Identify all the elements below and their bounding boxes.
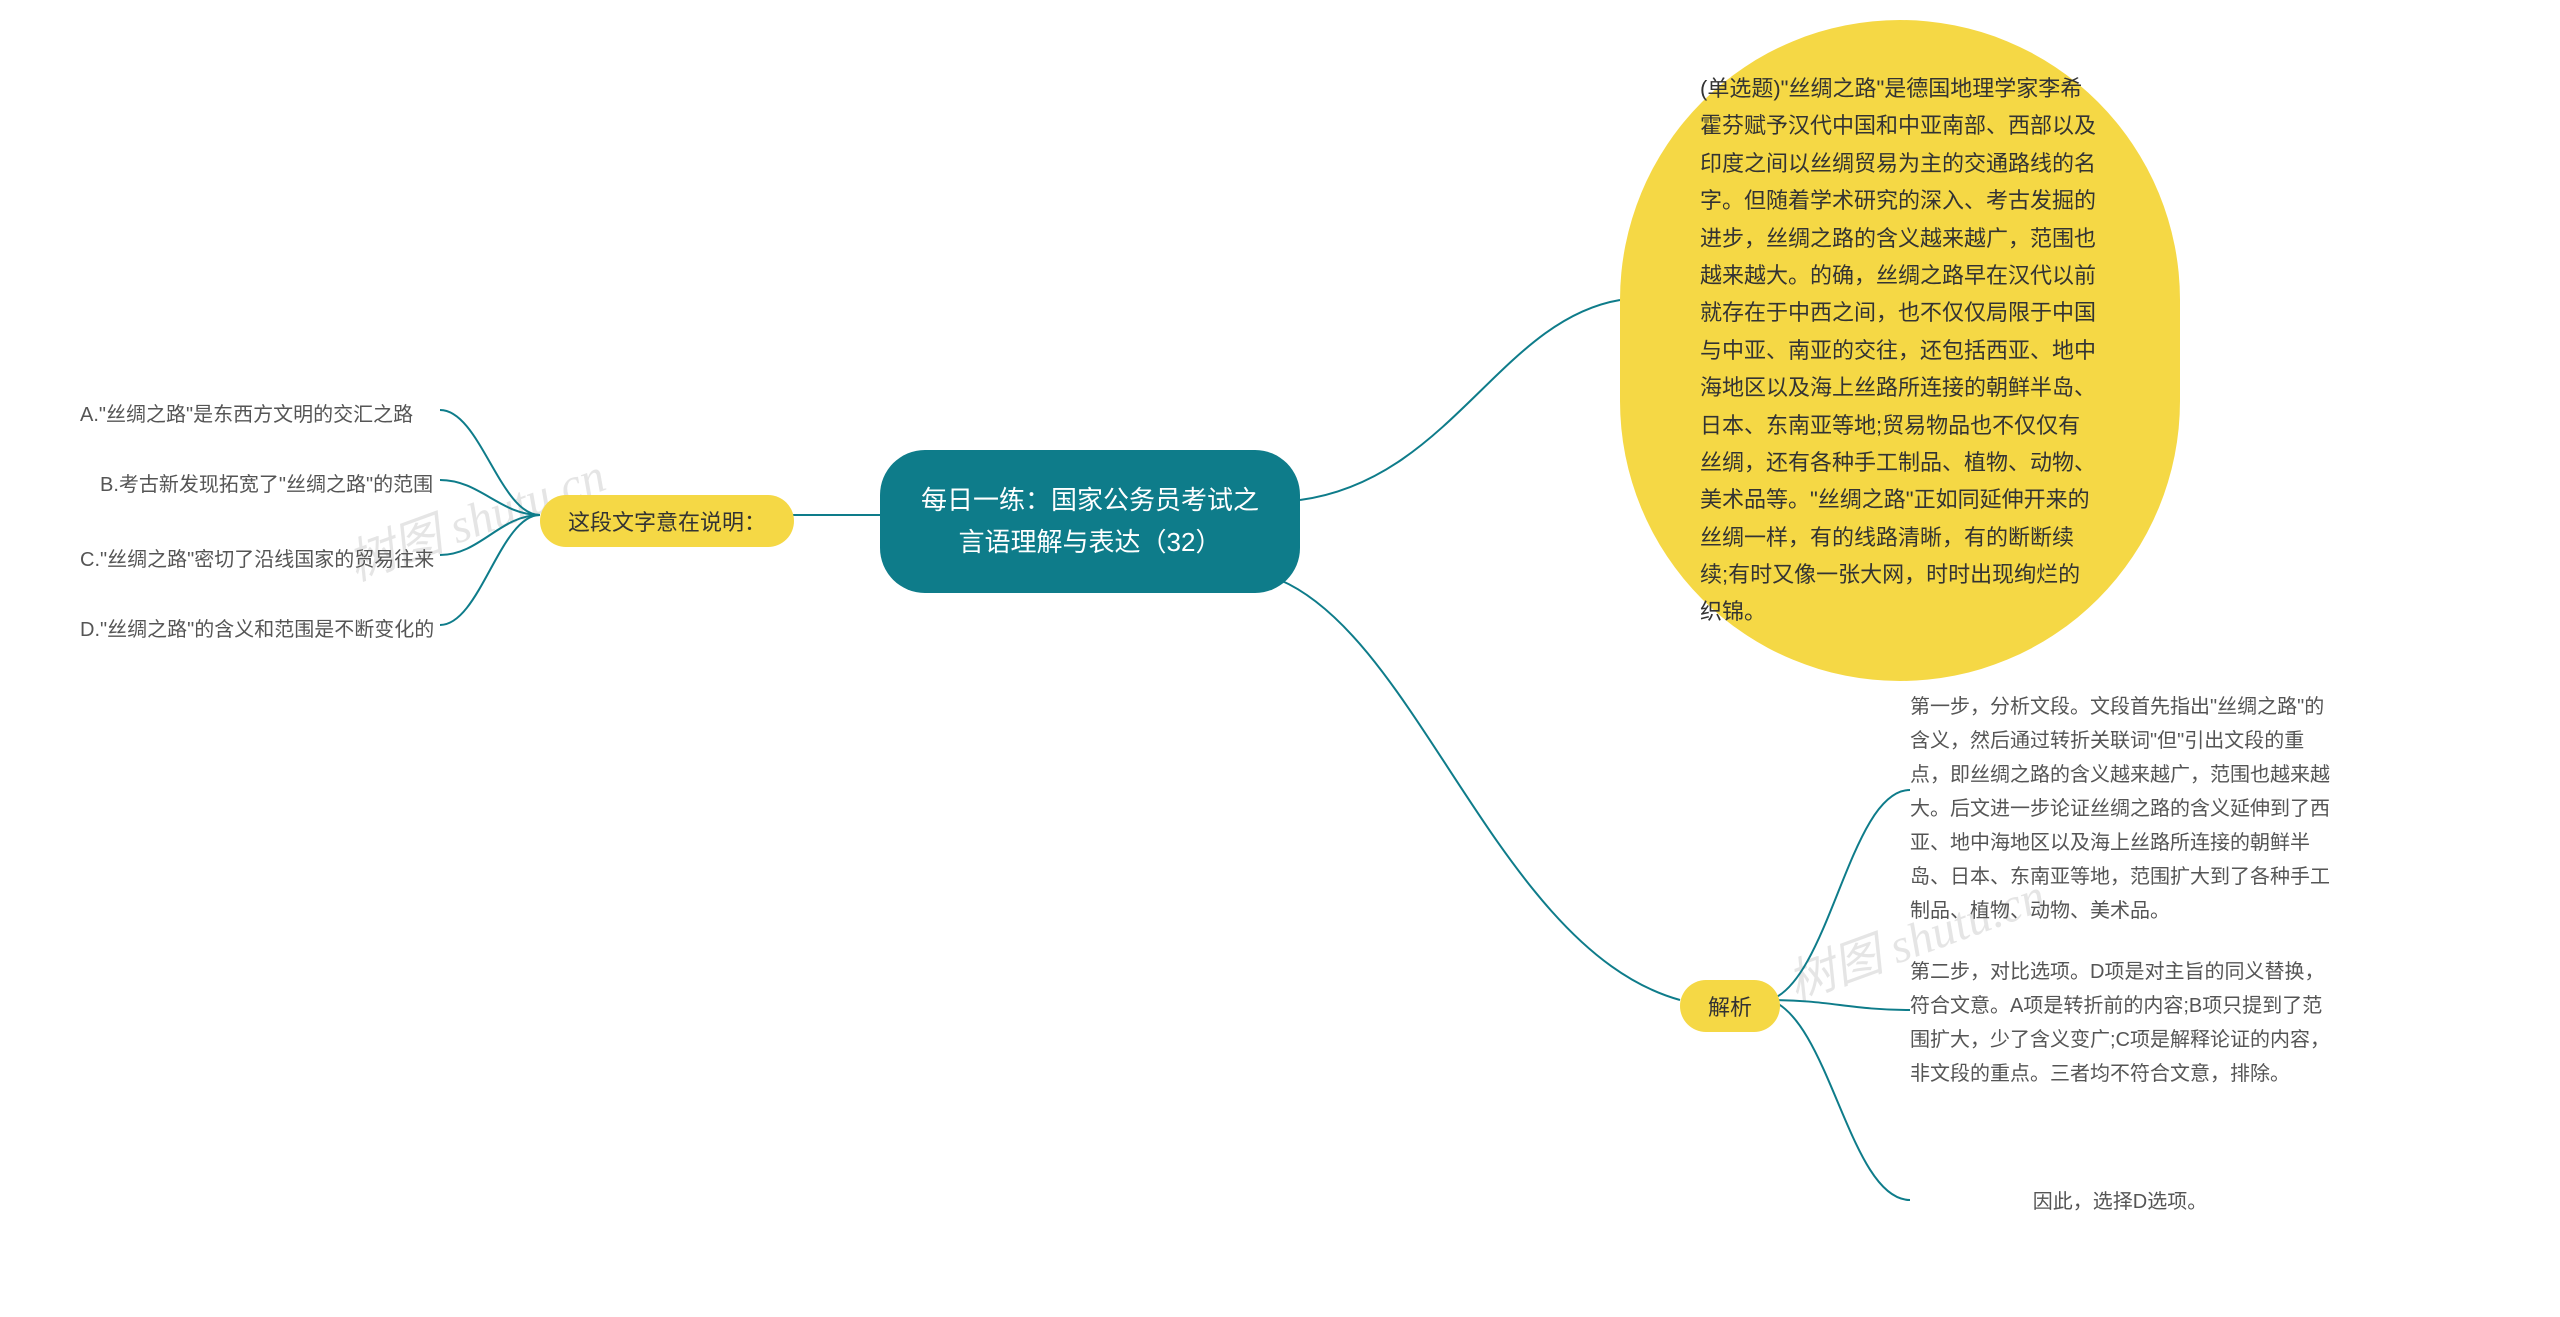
analysis-step-1-text: 第一步，分析文段。文段首先指出"丝绸之路"的含义，然后通过转折关联词"但"引出文… bbox=[1910, 690, 2330, 928]
center-node[interactable]: 每日一练：国家公务员考试之言语理解与表达（32） bbox=[880, 450, 1300, 593]
analysis-label: 解析 bbox=[1708, 990, 1752, 1022]
prompt-node[interactable]: 这段文字意在说明： bbox=[540, 495, 794, 547]
analysis-node[interactable]: 解析 bbox=[1680, 980, 1780, 1032]
question-node[interactable]: (单选题)"丝绸之路"是德国地理学家李希霍芬赋予汉代中国和中亚南部、西部以及印度… bbox=[1620, 20, 2180, 681]
analysis-step-1: 第一步，分析文段。文段首先指出"丝绸之路"的含义，然后通过转折关联词"但"引出文… bbox=[1910, 690, 2330, 928]
option-a[interactable]: A."丝绸之路"是东西方文明的交汇之路 bbox=[80, 398, 413, 427]
prompt-label: 这段文字意在说明： bbox=[568, 505, 766, 537]
analysis-step-2-text: 第二步，对比选项。D项是对主旨的同义替换，符合文意。A项是转折前的内容;B项只提… bbox=[1910, 955, 2330, 1091]
option-b-text: B.考古新发现拓宽了"丝绸之路"的范围 bbox=[100, 468, 433, 497]
analysis-step-3: 因此，选择D选项。 bbox=[1910, 1185, 2330, 1219]
connector-lines bbox=[0, 0, 2560, 1317]
center-title: 每日一练：国家公务员考试之言语理解与表达（32） bbox=[920, 480, 1260, 563]
option-d[interactable]: D."丝绸之路"的含义和范围是不断变化的 bbox=[80, 613, 434, 642]
analysis-step-2: 第二步，对比选项。D项是对主旨的同义替换，符合文意。A项是转折前的内容;B项只提… bbox=[1910, 955, 2330, 1091]
analysis-step-3-text: 因此，选择D选项。 bbox=[2033, 1185, 2207, 1219]
option-a-text: A."丝绸之路"是东西方文明的交汇之路 bbox=[80, 398, 413, 427]
question-text: (单选题)"丝绸之路"是德国地理学家李希霍芬赋予汉代中国和中亚南部、西部以及印度… bbox=[1700, 70, 2100, 631]
option-b[interactable]: B.考古新发现拓宽了"丝绸之路"的范围 bbox=[100, 468, 433, 497]
option-d-text: D."丝绸之路"的含义和范围是不断变化的 bbox=[80, 613, 434, 642]
option-c[interactable]: C."丝绸之路"密切了沿线国家的贸易往来 bbox=[80, 543, 434, 572]
option-c-text: C."丝绸之路"密切了沿线国家的贸易往来 bbox=[80, 543, 434, 572]
